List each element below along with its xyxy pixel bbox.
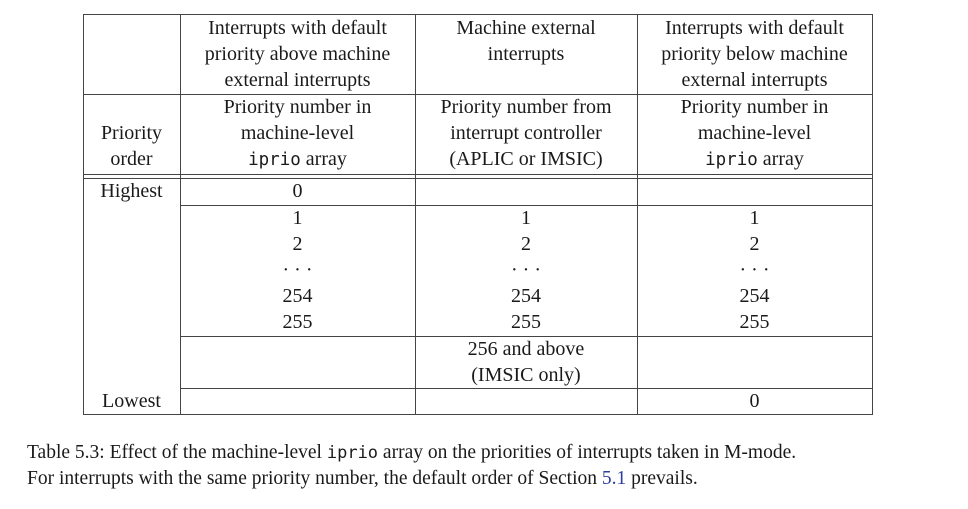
iprio-code: iprio (705, 150, 758, 170)
rule-header-sep (83, 94, 873, 95)
imsic-col2: 256 and above (IMSIC only) (467, 338, 585, 386)
caption-line-1: Table 5.3: Effect of the machine-level i… (27, 442, 797, 463)
header-col1: Interrupts with default priority above m… (204, 17, 391, 91)
rule-col1-left (180, 14, 181, 414)
rule-after-imsic (180, 388, 873, 389)
middle-col2-values: 1 2 · · · 254 255 (511, 207, 541, 333)
table-caption: Table 5.3: Effect of the machine-level i… (27, 440, 947, 492)
rule-bottom (83, 414, 873, 415)
highest-label: Highest (100, 180, 163, 202)
subheader-col2: Priority number from interrupt controlle… (440, 96, 612, 170)
caption-line-2: For interrupts with the same priority nu… (27, 468, 698, 489)
rule-subheader-bottom-1 (83, 174, 873, 175)
rule-subheader-bottom-2 (83, 178, 873, 179)
section-link[interactable]: 5.1 (601, 468, 627, 489)
rule-left (83, 14, 84, 414)
rule-col3-left (637, 14, 638, 414)
subheader-col3: Priority number in machine-level iprio a… (680, 96, 829, 170)
rule-col2-left (415, 14, 416, 414)
lowest-col3-value: 0 (749, 390, 760, 412)
header-col2: Machine external interrupts (456, 17, 596, 65)
caption-iprio-code: iprio (326, 443, 379, 463)
rule-after-255 (180, 336, 873, 337)
rule-top (83, 14, 873, 15)
rule-after-highest (180, 205, 873, 206)
middle-col1-values: 1 2 · · · 254 255 (282, 207, 313, 333)
middle-col3-values: 1 2 · · · 254 255 (739, 207, 770, 333)
lowest-label: Lowest (102, 390, 161, 412)
subheader-col1: Priority number in machine-level iprio a… (223, 96, 372, 170)
iprio-code: iprio (248, 150, 301, 170)
priority-order-label: Priority order (100, 122, 163, 170)
header-col3: Interrupts with default priority below m… (661, 17, 848, 91)
highest-col1-value: 0 (292, 180, 303, 202)
rule-right (872, 14, 873, 414)
